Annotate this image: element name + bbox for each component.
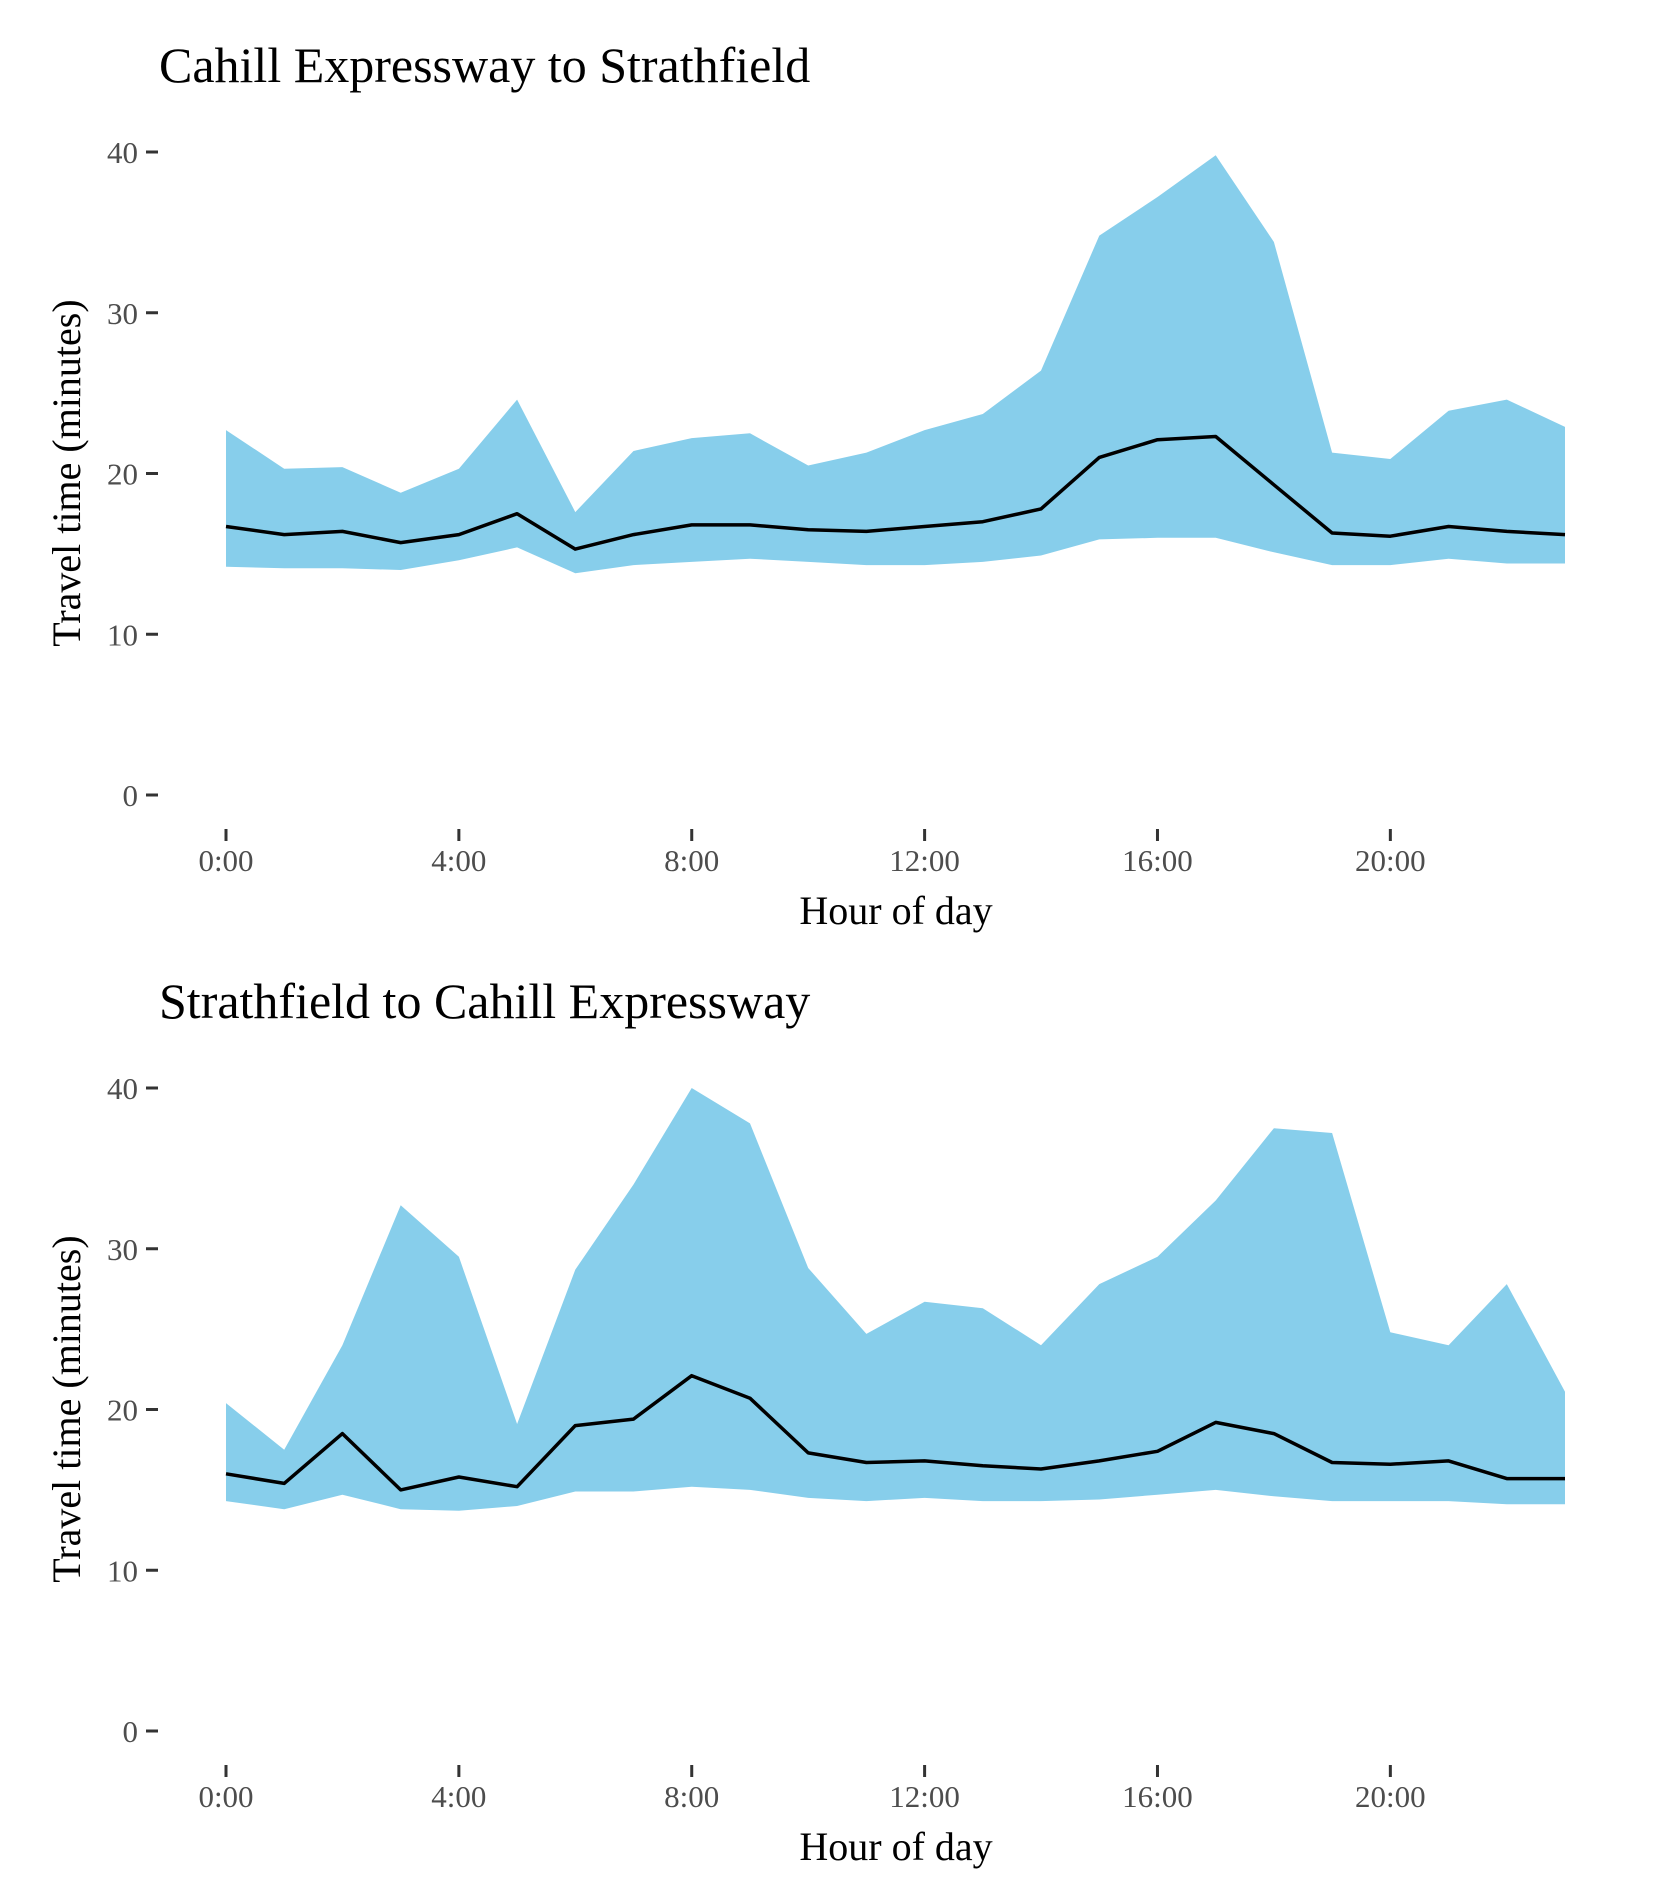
y-tick-label: 10 bbox=[107, 1553, 138, 1588]
x-tick-label: 12:00 bbox=[889, 1779, 960, 1814]
y-tick-label: 0 bbox=[123, 778, 139, 813]
y-tick-label: 0 bbox=[123, 1714, 139, 1749]
y-axis-title: Travel time (minutes) bbox=[44, 299, 89, 646]
x-axis-title: Hour of day bbox=[799, 1824, 992, 1869]
y-axis: 0 10 20 30 40 bbox=[107, 1071, 158, 1749]
x-axis: 0:00 4:00 8:00 12:00 16:00 20:00 bbox=[198, 1765, 1426, 1814]
x-tick-label: 4:00 bbox=[431, 843, 486, 878]
y-tick-label: 30 bbox=[107, 296, 138, 331]
x-tick-label: 16:00 bbox=[1122, 1779, 1193, 1814]
y-tick-label: 10 bbox=[107, 617, 138, 652]
y-tick-label: 40 bbox=[107, 1071, 138, 1106]
y-axis-title: Travel time (minutes) bbox=[44, 1235, 89, 1582]
panel-cahill-to-strathfield: Cahill Expressway to Strathfield 0 10 20 30… bbox=[44, 37, 1566, 933]
range-band bbox=[226, 1088, 1565, 1511]
x-tick-label: 20:00 bbox=[1355, 1779, 1426, 1814]
y-tick-label: 20 bbox=[107, 1393, 138, 1428]
plot-area bbox=[225, 155, 1566, 574]
x-axis: 0:00 4:00 8:00 12:00 16:00 20:00 bbox=[198, 829, 1426, 878]
x-tick-label: 12:00 bbox=[889, 843, 960, 878]
y-tick-label: 30 bbox=[107, 1232, 138, 1267]
panel-strathfield-to-cahill: Strathfield to Cahill Expressway 0 10 20 30… bbox=[44, 973, 1565, 1869]
x-tick-label: 0:00 bbox=[198, 843, 253, 878]
range-band bbox=[226, 155, 1565, 574]
y-tick-label: 40 bbox=[107, 135, 138, 170]
y-tick-label: 20 bbox=[107, 457, 138, 492]
x-tick-label: 4:00 bbox=[431, 1779, 486, 1814]
plot-area bbox=[225, 1088, 1565, 1511]
x-tick-label: 8:00 bbox=[664, 843, 719, 878]
x-tick-label: 20:00 bbox=[1355, 843, 1426, 878]
median-line bbox=[225, 1373, 1565, 1492]
median-line bbox=[225, 434, 1566, 551]
chart-title: Cahill Expressway to Strathfield bbox=[159, 37, 810, 93]
x-tick-label: 0:00 bbox=[198, 1779, 253, 1814]
x-tick-label: 16:00 bbox=[1122, 843, 1193, 878]
y-axis: 0 10 20 30 40 bbox=[107, 135, 158, 813]
chart-title: Strathfield to Cahill Expressway bbox=[159, 973, 810, 1029]
x-tick-label: 8:00 bbox=[664, 1779, 719, 1814]
x-axis-title: Hour of day bbox=[799, 888, 992, 933]
